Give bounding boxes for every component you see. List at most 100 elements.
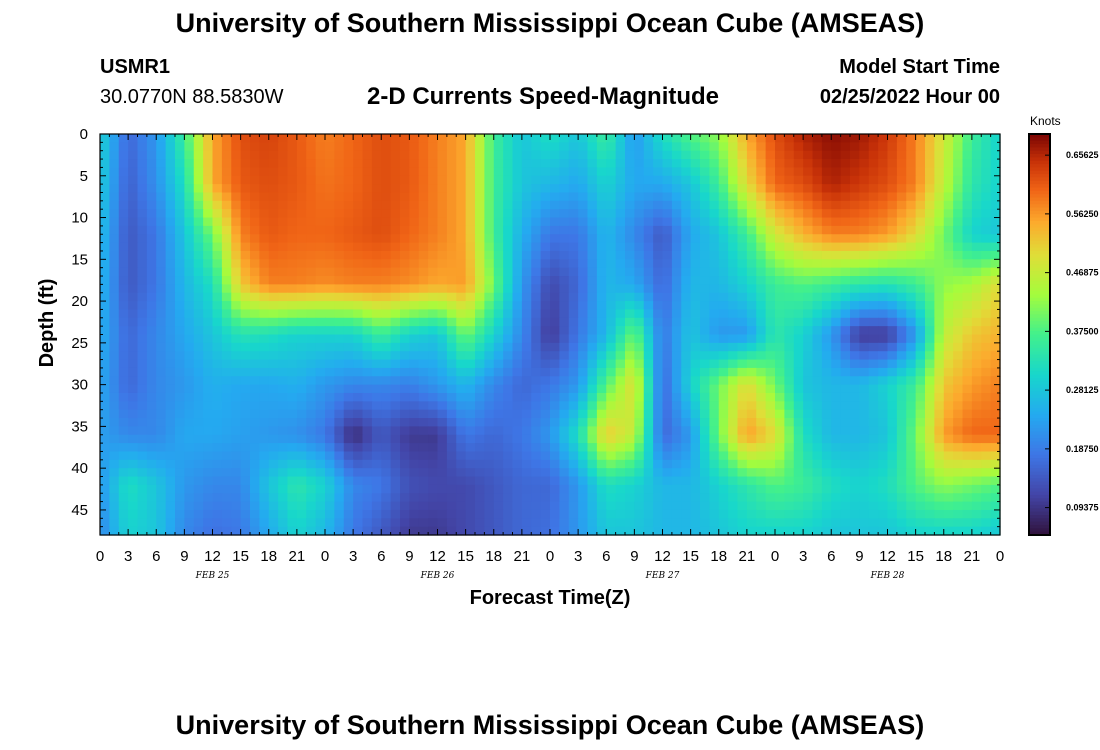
heatmap-cell — [296, 301, 307, 311]
heatmap-cell — [184, 426, 195, 436]
heatmap-cell — [653, 384, 664, 394]
heatmap-cell — [812, 484, 823, 494]
heatmap-cell — [775, 259, 785, 269]
heatmap-cell — [390, 384, 401, 394]
heatmap-cell — [615, 234, 626, 244]
heatmap-cell — [137, 367, 148, 377]
heatmap-cell — [775, 484, 785, 494]
heatmap-cell — [334, 334, 345, 344]
heatmap-cell — [803, 184, 814, 194]
heatmap-cell — [934, 526, 945, 536]
heatmap-cell — [156, 392, 167, 402]
heatmap-cell — [268, 392, 279, 402]
heatmap-cell — [400, 276, 410, 285]
heatmap-cell — [278, 493, 289, 503]
heatmap-cell — [681, 451, 692, 461]
x-tick-label: 18 — [485, 548, 502, 565]
heatmap-cell — [775, 309, 785, 319]
heatmap-cell — [437, 159, 448, 169]
heatmap-cell — [728, 175, 739, 185]
heatmap-cell — [653, 250, 664, 260]
heatmap-cell — [784, 292, 795, 302]
heatmap-cell — [353, 167, 364, 177]
heatmap-cell — [193, 451, 204, 461]
heatmap-cell — [746, 484, 757, 494]
heatmap-cell — [212, 292, 223, 302]
heatmap-cell — [831, 309, 842, 319]
heatmap-cell — [512, 225, 523, 235]
heatmap-cell — [887, 159, 898, 169]
heatmap-cell — [793, 326, 804, 336]
heatmap-cell — [371, 493, 382, 503]
heatmap-cell — [812, 476, 823, 486]
heatmap-cell — [531, 276, 542, 285]
heatmap-cell — [325, 259, 335, 269]
heatmap-cell — [765, 401, 776, 411]
heatmap-cell — [184, 459, 195, 469]
heatmap-cell — [690, 259, 701, 269]
heatmap-cell — [803, 384, 814, 394]
heatmap-cell — [418, 134, 429, 143]
heatmap-cell — [803, 292, 814, 302]
y-tick-label: 15 — [71, 251, 88, 268]
heatmap-cell — [915, 142, 926, 152]
heatmap-cell — [493, 167, 504, 177]
heatmap-cell — [756, 167, 767, 177]
heatmap-cell — [259, 301, 270, 311]
heatmap-cell — [981, 175, 992, 185]
heatmap-cell — [193, 459, 204, 469]
heatmap-cell — [878, 376, 889, 386]
heatmap-cell — [400, 501, 410, 511]
heatmap-cell — [325, 326, 335, 336]
heatmap-cell — [343, 175, 354, 185]
heatmap-cell — [484, 434, 495, 444]
heatmap-cell — [165, 225, 176, 235]
heatmap-cell — [175, 326, 185, 336]
heatmap-cell — [943, 184, 954, 194]
heatmap-cell — [521, 351, 532, 361]
heatmap-cell — [775, 367, 785, 377]
heatmap-cell — [887, 359, 898, 369]
heatmap-cell — [156, 175, 167, 185]
heatmap-cell — [521, 267, 532, 277]
heatmap-cell — [906, 351, 917, 361]
heatmap-cell — [315, 526, 326, 536]
heatmap-cell — [296, 317, 307, 327]
heatmap-cell — [484, 259, 495, 269]
heatmap-cell — [559, 159, 570, 169]
heatmap-cell — [512, 250, 523, 260]
heatmap-cell — [212, 184, 223, 194]
heatmap-cell — [550, 217, 560, 227]
chart-axes: 0 3 6 9 12 15 18 21 0 3 6 9 12 15 18 21 0 3 6 9 12 15 18 21 0 3 6 9… — [71, 126, 1004, 581]
heatmap-cell — [859, 367, 870, 377]
heatmap-cell — [812, 376, 823, 386]
heatmap-cell — [100, 276, 110, 285]
heatmap-cell — [896, 518, 907, 528]
heatmap-cell — [343, 351, 354, 361]
heatmap-cell — [484, 367, 495, 377]
heatmap-cell — [793, 217, 804, 227]
heatmap-cell — [756, 150, 767, 160]
heatmap-cell — [634, 493, 645, 503]
station-coordinates: 30.0770N 88.5830W — [100, 86, 284, 108]
heatmap-cell — [606, 259, 617, 269]
heatmap-cell — [128, 426, 139, 436]
heatmap-cell — [175, 367, 185, 377]
heatmap-cell — [971, 509, 982, 519]
heatmap-cell — [821, 484, 832, 494]
heatmap-cell — [878, 134, 889, 143]
heatmap-cell — [334, 359, 345, 369]
heatmap-cell — [203, 418, 214, 427]
heatmap-cell — [746, 443, 757, 453]
heatmap-cell — [840, 493, 851, 503]
heatmap-cell — [212, 468, 223, 478]
heatmap-cell — [878, 359, 889, 369]
heatmap-cell — [568, 493, 579, 503]
heatmap-cell — [240, 426, 251, 436]
heatmap-cell — [587, 326, 598, 336]
heatmap-cell — [165, 518, 176, 528]
heatmap-cell — [653, 267, 664, 277]
heatmap-cell — [821, 242, 832, 252]
heatmap-cell — [184, 317, 195, 327]
heatmap-cell — [203, 276, 214, 285]
